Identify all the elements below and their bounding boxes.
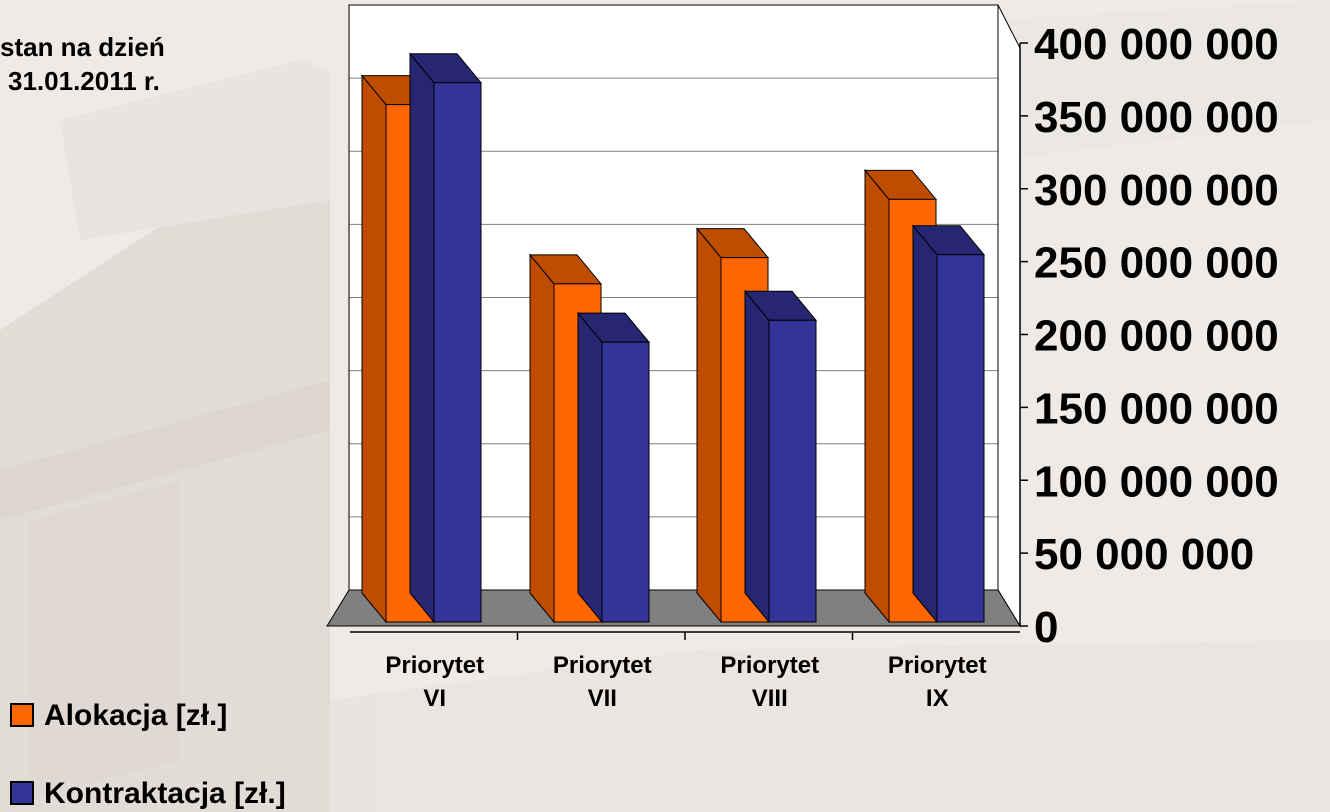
bar-side-1-2 bbox=[744, 289, 770, 624]
bar-front-1-2 bbox=[768, 319, 817, 623]
x-tick-label: VI bbox=[423, 685, 446, 712]
bar-side-1-1 bbox=[577, 311, 603, 624]
bar-side-0-0 bbox=[361, 74, 387, 624]
x-tick-label: Priorytet bbox=[888, 652, 987, 679]
bar-front-1-3 bbox=[936, 254, 985, 623]
bar-front-1-0 bbox=[433, 82, 482, 623]
x-tick-label: Priorytet bbox=[553, 652, 652, 679]
y-tick-label: 250 000 000 bbox=[1034, 239, 1279, 288]
legend-label-kontraktacja: Kontraktacja [zł.] bbox=[44, 777, 286, 810]
y-tick-label: 200 000 000 bbox=[1034, 312, 1279, 361]
date-label-line-1: stan na dzień bbox=[0, 32, 165, 62]
x-tick-label: Priorytet bbox=[720, 652, 819, 679]
bar-front-1-1 bbox=[601, 341, 650, 623]
axes bbox=[350, 42, 1028, 640]
x-tick-labels: Priorytet VI Priorytet VII Priorytet VIII Prio… bbox=[385, 652, 986, 712]
x-tick-label: IX bbox=[926, 685, 949, 712]
side-wall bbox=[997, 4, 1021, 628]
bars bbox=[360, 52, 986, 624]
chart-floor bbox=[326, 589, 1021, 627]
legend-item-kontraktacja: Kontraktacja [zł.] bbox=[10, 776, 286, 812]
legend-label-alokacja: Alokacja [zł.] bbox=[44, 699, 228, 732]
bar-side-0-3 bbox=[864, 168, 890, 624]
bar-side-0-2 bbox=[696, 227, 722, 624]
chart-walls bbox=[326, 4, 1021, 628]
legend-swatch-kontraktacja bbox=[10, 781, 34, 806]
y-tick-label: 400 000 000 bbox=[1034, 20, 1279, 69]
x-tick-label: VIII bbox=[752, 685, 788, 712]
y-tick-label: 300 000 000 bbox=[1034, 166, 1279, 215]
bar-side-1-0 bbox=[409, 52, 435, 624]
y-tick-label: 50 000 000 bbox=[1034, 530, 1254, 579]
y-tick-labels: 0 50 000 000 100 000 000 150 000 000 200 000… bbox=[1034, 20, 1279, 652]
bar-side-1-3 bbox=[912, 224, 938, 624]
date-label-line-2: 31.01.2011 r. bbox=[8, 66, 160, 96]
y-tick-label: 0 bbox=[1034, 603, 1058, 652]
legend-swatch-alokacja bbox=[10, 703, 34, 728]
legend-item-alokacja: Alokacja [zł.] bbox=[10, 698, 227, 734]
y-tick-label: 350 000 000 bbox=[1034, 93, 1279, 142]
x-tick-label: VII bbox=[588, 685, 617, 712]
bar-side-0-1 bbox=[529, 253, 555, 624]
x-tick-label: Priorytet bbox=[385, 652, 484, 679]
y-tick-label: 100 000 000 bbox=[1034, 457, 1279, 506]
y-tick-label: 150 000 000 bbox=[1034, 384, 1279, 433]
